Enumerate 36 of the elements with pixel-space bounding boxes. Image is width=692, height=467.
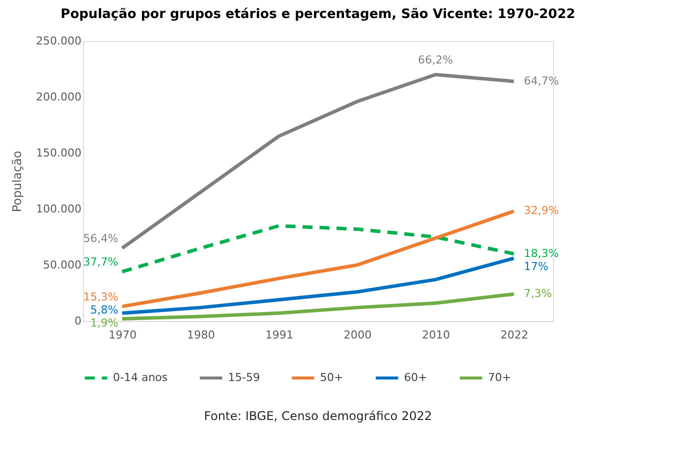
x-tick-label: 2022 (500, 328, 528, 342)
legend-label: 70+ (488, 371, 512, 384)
legend-label: 0-14 anos (113, 371, 168, 384)
y-axis-title: População (10, 150, 24, 212)
x-tick-label: 1991 (265, 328, 294, 342)
y-tick-label: 200.000 (36, 90, 82, 104)
annotation: 32,9% (524, 204, 559, 218)
y-tick-label: 0 (74, 314, 82, 328)
annotation: 56,4% (83, 232, 118, 246)
line-series (120, 292, 516, 321)
annotation: 18,3% (524, 246, 559, 260)
x-tick-label: 1970 (108, 328, 137, 342)
annotation: 66,2% (418, 54, 453, 67)
line-series (120, 224, 516, 274)
line-series (120, 209, 516, 308)
annotation: 17% (524, 260, 548, 273)
legend-label: 60+ (404, 371, 428, 384)
annotation: 64,7% (524, 74, 559, 88)
y-tick-label: 100.000 (36, 202, 82, 216)
annotation: 7,3% (524, 287, 552, 300)
legend-label: 50+ (320, 371, 344, 384)
annotation: 37,7% (83, 256, 118, 269)
x-tick-label: 1980 (187, 328, 215, 342)
annotation: 1,9% (90, 316, 118, 330)
y-tick-label: 150.000 (36, 146, 82, 160)
legend-label: 15-59 (228, 371, 260, 384)
line-series (120, 256, 516, 315)
x-tick-label: 2010 (422, 328, 450, 342)
y-tick-label: 250.000 (36, 34, 82, 48)
chart-title: População por grupos etários e percentagem, São Vicente: 1970-2022 (60, 7, 576, 22)
annotation: 15,3% (83, 290, 118, 304)
annotation: 5,8% (90, 303, 118, 316)
y-tick-label: 50.000 (43, 258, 82, 272)
x-tick-label: 2000 (344, 328, 372, 342)
source-note: Fonte: IBGE, Censo demográfico 2022 (204, 409, 432, 423)
line-series (120, 72, 516, 250)
